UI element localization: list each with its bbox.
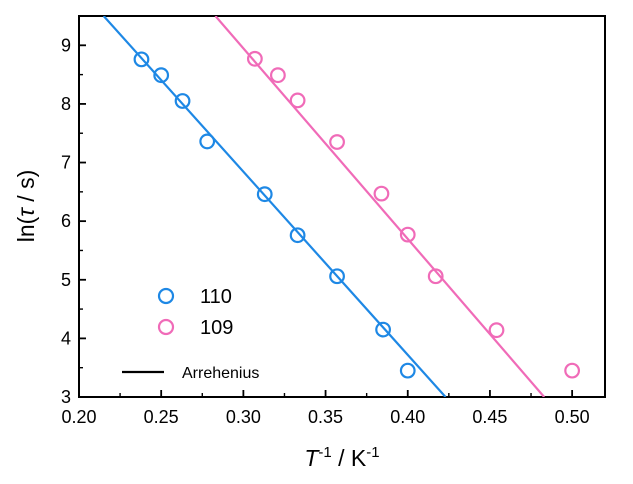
y-tick-label: 3 <box>61 387 71 407</box>
data-point-109 <box>373 185 390 202</box>
data-point-109 <box>488 322 505 339</box>
data-point-109 <box>289 92 306 109</box>
fit-lines <box>102 16 546 397</box>
axis-ticks <box>78 44 574 398</box>
data-point-109 <box>329 134 345 150</box>
legend-marker-110 <box>157 287 175 305</box>
fit-line-109 <box>214 16 546 397</box>
legend-label-110: 110 <box>200 286 232 308</box>
data-point-110 <box>375 321 391 338</box>
x-tick-label: 0.40 <box>390 407 425 427</box>
y-tick-label: 4 <box>61 328 71 348</box>
data-point-110 <box>256 186 273 203</box>
data-point-110 <box>153 67 170 84</box>
legend: 110 109 Arrehenius <box>122 286 259 382</box>
legend-label-109: 109 <box>200 317 233 339</box>
data-markers <box>133 50 581 379</box>
y-axis-label: ln(τ / s) <box>13 170 39 243</box>
data-point-110 <box>199 133 216 150</box>
y-tick-label: 8 <box>61 94 71 114</box>
data-point-110 <box>289 227 306 244</box>
x-tick-label: 0.50 <box>555 407 590 427</box>
x-tick-label: 0.30 <box>226 407 261 427</box>
x-tick-label: 0.45 <box>472 407 507 427</box>
data-point-110 <box>133 51 150 68</box>
data-point-109 <box>427 268 444 285</box>
y-tick-label: 5 <box>61 270 71 290</box>
data-point-109 <box>564 362 581 379</box>
data-point-109 <box>246 50 263 67</box>
data-point-109 <box>399 226 416 243</box>
x-tick-label: 0.35 <box>308 407 343 427</box>
legend-label-arrhenius: Arrehenius <box>182 365 259 382</box>
y-tick-label: 6 <box>61 211 71 231</box>
x-tick-label: 0.25 <box>144 407 179 427</box>
x-axis-label: T-1 / K-1 <box>304 444 379 471</box>
tick-labels: 0.20 0.25 0.30 0.35 0.40 0.45 0.50 3 4 5 6 7 8 9 <box>61 35 590 427</box>
data-point-110 <box>329 268 345 285</box>
legend-marker-109 <box>157 318 175 336</box>
y-tick-label: 7 <box>61 153 71 173</box>
data-point-110 <box>399 362 416 379</box>
y-tick-label: 9 <box>61 35 71 55</box>
plot-frame <box>78 15 606 398</box>
data-point-109 <box>269 67 286 84</box>
data-point-110 <box>174 93 191 109</box>
x-tick-label: 0.20 <box>61 407 96 427</box>
